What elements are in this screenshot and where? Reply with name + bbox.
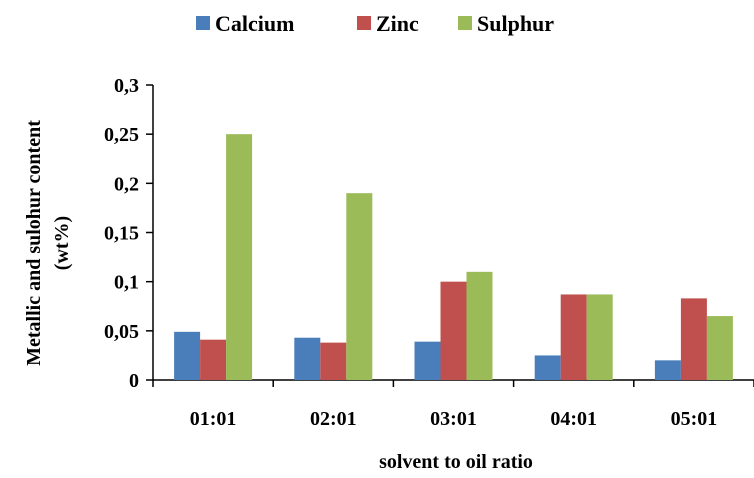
y-tick-label: 0,25 — [104, 124, 139, 146]
bar-zinc — [200, 339, 227, 380]
x-tick-label: 05:01 — [671, 408, 718, 430]
legend-label-sulphur: Sulphur — [477, 11, 554, 36]
bar-sulphur — [706, 316, 733, 380]
y-tick-label: 0,1 — [114, 272, 139, 294]
bar-calcium — [414, 341, 441, 380]
legend-swatch-zinc — [357, 16, 371, 30]
legend-label-zinc: Zinc — [376, 11, 419, 36]
y-axis-title: Metallic and sulohur content (wt%) — [23, 120, 73, 366]
y-tick-label: 0,15 — [104, 223, 139, 245]
x-tick-label: 04:01 — [550, 408, 597, 430]
y-tick-label: 0,2 — [114, 173, 139, 195]
legend-label-calcium: Calcium — [215, 11, 294, 36]
bar-sulphur — [226, 134, 253, 380]
bar-zinc — [440, 281, 467, 380]
x-axis: 01:01 02:01 03:01 04:01 05:01 — [152, 379, 754, 430]
bar-calcium — [294, 337, 321, 380]
bar-sulphur — [466, 271, 493, 380]
y-tick-label: 0,3 — [114, 75, 139, 97]
bar-calcium — [654, 360, 681, 380]
legend-swatch-sulphur — [458, 16, 472, 30]
bar-sulphur — [346, 193, 373, 380]
bar-calcium — [534, 355, 561, 380]
y-axis-title-line2: (wt%) — [51, 216, 73, 270]
y-tick-label: 0 — [129, 370, 139, 392]
x-tick-label: 02:01 — [310, 408, 357, 430]
y-axis-title-line1: Metallic and sulohur content — [23, 120, 45, 366]
bar-zinc — [680, 298, 707, 380]
x-axis-title: solvent to oil ratio — [379, 451, 533, 473]
bars — [174, 134, 733, 380]
x-tick-label: 01:01 — [190, 408, 237, 430]
y-axis: 0 0,05 0,1 0,15 0,2 0,25 0,3 — [104, 75, 154, 392]
y-tick-label: 0,05 — [104, 321, 139, 343]
bar-zinc — [320, 342, 347, 380]
legend: Calcium Zinc Sulphur — [196, 11, 554, 36]
x-tick-label: 03:01 — [430, 408, 477, 430]
bar-sulphur — [586, 294, 613, 380]
legend-swatch-calcium — [196, 16, 210, 30]
bar-zinc — [560, 294, 587, 380]
bar-calcium — [174, 331, 201, 380]
